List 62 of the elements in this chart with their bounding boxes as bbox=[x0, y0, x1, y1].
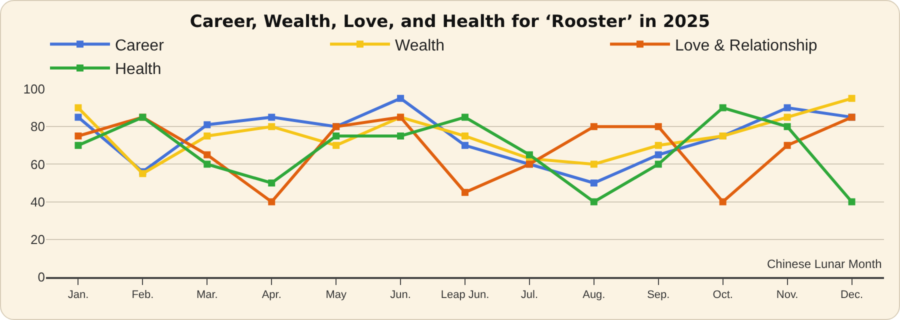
x-tick-label: Sep. bbox=[647, 288, 670, 301]
point bbox=[654, 142, 662, 149]
point bbox=[332, 142, 340, 149]
x-tick-label: May bbox=[326, 288, 347, 301]
point bbox=[654, 151, 662, 158]
x-tick-label: Nov. bbox=[776, 288, 798, 301]
point bbox=[848, 94, 856, 102]
y-tick-label: 60 bbox=[30, 156, 45, 172]
legend-label: Health bbox=[115, 61, 162, 78]
legend-label: Career bbox=[115, 37, 165, 54]
point bbox=[654, 160, 662, 168]
x-tick-label: Jul. bbox=[520, 288, 538, 301]
point bbox=[204, 132, 211, 140]
point bbox=[268, 180, 276, 186]
point bbox=[204, 151, 211, 158]
x-tick-label: Dec. bbox=[840, 288, 864, 301]
legend-label: Love & Relationship bbox=[675, 37, 818, 54]
point bbox=[526, 151, 533, 158]
x-tick-label: Leap Jun. bbox=[440, 288, 490, 301]
point bbox=[590, 198, 598, 206]
y-tick-label: 80 bbox=[30, 119, 45, 134]
point bbox=[462, 188, 468, 196]
point bbox=[74, 104, 82, 112]
point bbox=[784, 114, 791, 121]
point bbox=[204, 160, 211, 168]
legend-label: Wealth bbox=[395, 37, 445, 54]
point bbox=[332, 132, 340, 140]
point bbox=[462, 114, 468, 121]
point bbox=[204, 121, 211, 128]
x-tick-label: Jun. bbox=[390, 288, 411, 301]
point bbox=[397, 132, 404, 140]
point bbox=[268, 123, 276, 130]
x-tick-label: Apr. bbox=[262, 288, 282, 301]
x-tick-label: Jan. bbox=[68, 288, 89, 301]
x-tick-label: Mar. bbox=[196, 288, 218, 301]
point bbox=[397, 94, 404, 102]
point bbox=[590, 160, 598, 168]
point bbox=[462, 132, 468, 140]
point bbox=[462, 142, 468, 149]
point bbox=[784, 142, 791, 149]
y-tick-label: 100 bbox=[23, 82, 45, 97]
point bbox=[654, 123, 662, 130]
point bbox=[784, 104, 791, 112]
point bbox=[74, 114, 82, 121]
point bbox=[590, 180, 598, 186]
y-tick-label: 40 bbox=[30, 194, 45, 210]
point bbox=[74, 142, 82, 149]
x-tick-label: Oct. bbox=[712, 288, 733, 301]
point bbox=[268, 198, 276, 206]
chart-title: Career, Wealth, Love, and Health for ‘Rooster’ in 2025 bbox=[190, 12, 710, 32]
x-tick-label: Aug. bbox=[582, 288, 606, 301]
x-tick-label: Feb. bbox=[132, 288, 154, 301]
y-tick-label: 20 bbox=[30, 232, 45, 247]
point bbox=[268, 114, 276, 121]
y-tick-label: 0 bbox=[38, 270, 45, 285]
point bbox=[719, 104, 726, 112]
point bbox=[74, 132, 82, 140]
point bbox=[590, 123, 598, 130]
point bbox=[848, 198, 856, 206]
point bbox=[719, 198, 726, 206]
point bbox=[784, 123, 791, 130]
x-axis-title: Chinese Lunar Month bbox=[767, 257, 882, 271]
